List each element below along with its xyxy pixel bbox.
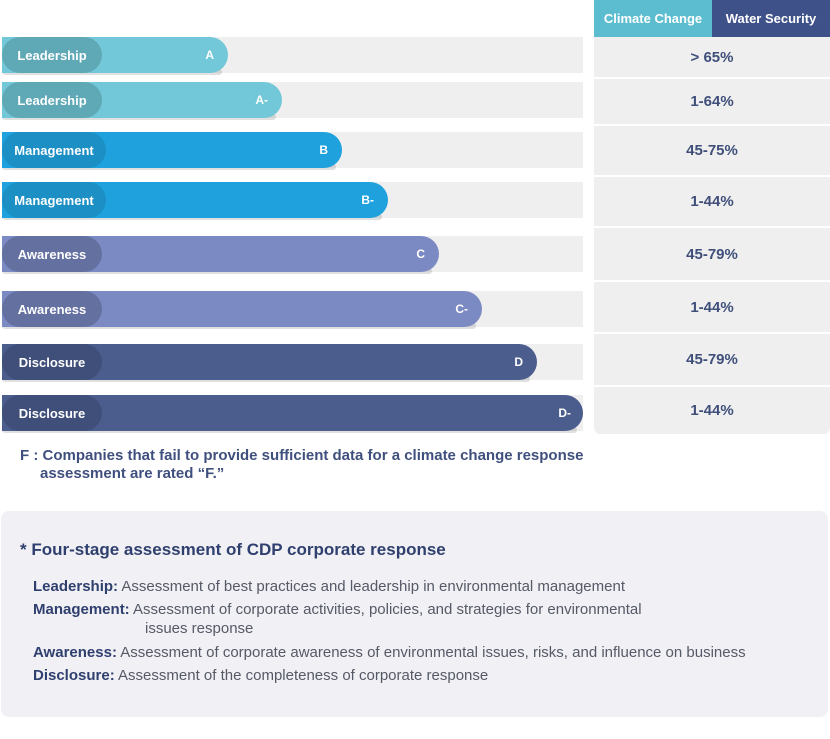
level-label: Awareness xyxy=(2,291,102,327)
row-divider xyxy=(594,77,830,79)
definition-desc: Assessment of corporate activities, poli… xyxy=(133,601,642,618)
tab-water-security: Water Security xyxy=(712,0,830,37)
row-divider xyxy=(594,175,830,177)
row-divider xyxy=(594,280,830,282)
level-label: Awareness xyxy=(2,236,102,272)
grade-label: B xyxy=(319,143,328,157)
score-range-b-minus: 1-44% xyxy=(690,193,734,210)
definition-disclosure: Disclosure: Assessment of the completene… xyxy=(33,666,488,685)
definition-desc: Assessment of the completeness of corpor… xyxy=(118,667,489,684)
row-divider xyxy=(594,332,830,334)
grade-bar-a: Leadership A xyxy=(2,37,228,73)
grade-bar-a-minus: Leadership A- xyxy=(2,82,282,118)
tab-climate-change: Climate Change xyxy=(594,0,712,37)
grade-bar-c-minus: Awareness C- xyxy=(2,291,482,327)
level-label: Management xyxy=(2,182,106,218)
definition-awareness: Awareness: Assessment of corporate aware… xyxy=(33,643,746,662)
score-range-panel xyxy=(594,37,830,434)
definition-term: Disclosure: xyxy=(33,667,115,684)
grade-label: C- xyxy=(455,302,468,316)
score-range-c-minus: 1-44% xyxy=(690,298,734,316)
definition-desc-continued: issues response xyxy=(145,620,254,637)
level-label: Disclosure xyxy=(2,395,102,431)
level-label: Leadership xyxy=(2,82,102,118)
row-divider xyxy=(594,226,830,228)
level-label: Disclosure xyxy=(2,344,102,380)
grade-bar-c: Awareness C xyxy=(2,236,439,272)
grade-label: B- xyxy=(361,193,374,207)
definition-desc: Assessment of best practices and leaders… xyxy=(121,578,625,595)
row-divider xyxy=(594,385,830,387)
definition-term: Management: xyxy=(33,601,130,618)
grade-bar-b-minus: Management B- xyxy=(2,182,388,218)
footnote-line-2: assessment are rated “F.” xyxy=(40,465,225,482)
definition-management: Management: Assessment of corporate acti… xyxy=(33,600,642,638)
score-range-b: 45-75% xyxy=(686,142,738,159)
row-divider xyxy=(594,124,830,126)
score-range-a-minus: 1-64% xyxy=(690,93,734,110)
definition-leadership: Leadership: Assessment of best practices… xyxy=(33,577,625,596)
score-range-d-minus: 1-44% xyxy=(690,402,734,419)
score-range-a: > 65% xyxy=(690,48,734,66)
grade-label: A- xyxy=(255,93,268,107)
definition-desc: Assessment of corporate awareness of env… xyxy=(120,644,746,661)
level-label: Leadership xyxy=(2,37,102,73)
footnote-line-1: F : Companies that fail to provide suffi… xyxy=(20,447,584,464)
definition-term: Awareness: xyxy=(33,644,117,661)
grade-label: D- xyxy=(558,406,571,420)
grade-bar-b: Management B xyxy=(2,132,342,168)
grade-bar-d: Disclosure D xyxy=(2,344,537,380)
grade-label: A xyxy=(205,48,214,62)
grade-bar-d-minus: Disclosure D- xyxy=(2,395,583,431)
footnote: F : Companies that fail to provide suffi… xyxy=(20,447,660,483)
assessment-title: * Four-stage assessment of CDP corporate… xyxy=(20,540,446,559)
level-label: Management xyxy=(2,132,106,168)
score-range-c: 45-79% xyxy=(686,245,738,263)
grade-label: C xyxy=(416,247,425,261)
assessment-box xyxy=(1,511,828,717)
grade-label: D xyxy=(514,355,523,369)
score-range-d: 45-79% xyxy=(686,351,738,368)
definition-term: Leadership: xyxy=(33,578,119,595)
